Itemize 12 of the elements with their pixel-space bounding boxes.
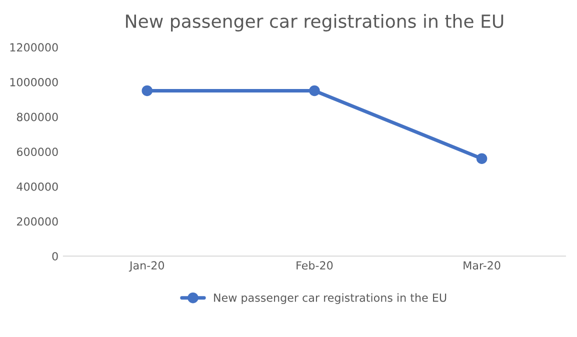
y-tick-label: 1200000 [10, 43, 58, 52]
legend-label: New passenger car registrations in the EU [214, 293, 446, 304]
y-tick-label: 800000 [16, 112, 58, 122]
chart-title: New passenger car registrations in the EU [126, 14, 504, 32]
x-tick-label: Mar-20 [464, 261, 500, 270]
y-tick-label: 600000 [16, 148, 58, 156]
y-tick-label: 200000 [17, 217, 58, 226]
y-tick-label: 400000 [16, 182, 58, 191]
y-tick-label: 0 [52, 252, 58, 260]
x-tick-label: Feb-20 [296, 260, 333, 270]
x-tick-label: Jan-20 [128, 261, 164, 272]
y-tick-label: 1000000 [10, 78, 58, 86]
